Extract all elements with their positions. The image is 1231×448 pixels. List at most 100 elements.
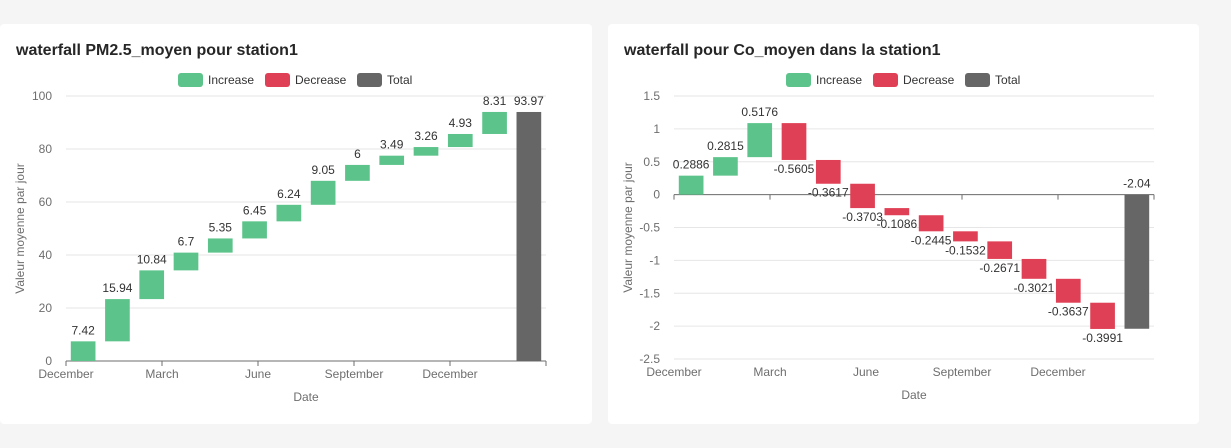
y-tick-label: 0 (653, 188, 660, 202)
x-tick-label: June (853, 365, 879, 379)
data-label: 0.2815 (707, 139, 744, 153)
y-tick-label: 80 (39, 142, 53, 156)
waterfall-chart-pm25: Increase Decrease Total 0 20 40 60 80 100 Decembe… (13, 73, 547, 404)
x-tick-label: September (325, 367, 384, 381)
increase-bar (747, 123, 773, 158)
data-label: -0.3021 (1014, 281, 1055, 295)
total-data-label: -2.04 (1123, 177, 1151, 191)
y-tick-label: 0.5 (643, 155, 660, 169)
total-bar (516, 111, 542, 362)
increase-bar (276, 204, 302, 222)
increase-bar (678, 175, 704, 195)
data-label: 15.94 (102, 281, 132, 295)
data-label: 6.24 (277, 187, 301, 201)
legend-swatch-decrease (265, 73, 290, 87)
increase-bar (713, 157, 738, 176)
data-label: -0.2445 (911, 233, 952, 247)
legend-label-increase: Increase (208, 73, 254, 87)
increase-bar (482, 111, 507, 134)
x-tick-label: December (646, 365, 701, 379)
increase-bar (207, 238, 233, 253)
y-tick-label: -2.5 (639, 352, 660, 366)
data-label: -0.3991 (1082, 331, 1123, 345)
data-label: -0.3637 (1048, 305, 1089, 319)
legend-swatch-increase (178, 73, 203, 87)
data-label: -0.1086 (877, 217, 918, 231)
y-tick-label: 40 (39, 248, 53, 262)
x-tick-label: December (422, 367, 477, 381)
chart-title: waterfall PM2.5_moyen pour station1 (16, 42, 298, 59)
increase-bar (173, 252, 199, 271)
x-axis-title: Date (293, 390, 319, 404)
y-axis-title: Valeur moyenne par jour (13, 163, 27, 294)
data-label: -0.3617 (808, 186, 849, 200)
legend-swatch-total (965, 73, 990, 87)
data-label: 5.35 (209, 220, 233, 234)
legend-label-increase: Increase (816, 73, 862, 87)
data-label: 4.93 (449, 116, 473, 130)
increase-bar (447, 133, 473, 148)
y-tick-label: 20 (39, 301, 53, 315)
chart-title: waterfall pour Co_moyen dans la station1 (624, 42, 941, 59)
decrease-bar (884, 208, 910, 216)
data-label: -0.5605 (774, 162, 815, 176)
legend-label-decrease: Decrease (903, 73, 955, 87)
y-tick-label: 100 (32, 89, 52, 103)
increase-bar (70, 341, 96, 361)
data-label: -0.3703 (842, 210, 883, 224)
y-tick-label: -0.5 (639, 221, 660, 235)
y-tick-label: 0 (45, 354, 52, 368)
x-tick-label: March (145, 367, 178, 381)
y-tick-label: -1 (649, 253, 660, 267)
increase-bar (379, 155, 405, 165)
legend-swatch-increase (786, 73, 811, 87)
y-tick-label: -2 (649, 319, 660, 333)
data-label: 0.5176 (741, 105, 778, 119)
y-tick-label: 1 (653, 122, 660, 136)
y-tick-label: -1.5 (639, 286, 660, 300)
data-label: 10.84 (137, 252, 167, 266)
decrease-bar (1090, 302, 1115, 329)
y-axis-title: Valeur moyenne par jour (621, 162, 635, 293)
data-label: 6.7 (178, 235, 195, 249)
x-tick-label: June (245, 367, 271, 381)
decrease-bar (987, 241, 1013, 259)
x-tick-label: March (753, 365, 786, 379)
decrease-bar (850, 183, 875, 209)
increase-bar (139, 270, 165, 300)
decrease-bar (781, 123, 807, 160)
decrease-bar (953, 231, 978, 242)
data-label: 7.42 (71, 323, 95, 337)
data-label: -0.1532 (945, 243, 986, 257)
increase-bar (413, 147, 439, 156)
data-label: 8.31 (483, 94, 507, 108)
chart-card-pm25: waterfall PM2.5_moyen pour station1 Incr… (0, 24, 592, 424)
data-label: 6.45 (243, 203, 267, 217)
data-label: 9.05 (311, 163, 335, 177)
decrease-bar (918, 215, 944, 232)
increase-bar (310, 180, 336, 205)
legend-label-total: Total (387, 73, 412, 87)
legend-swatch-decrease (873, 73, 898, 87)
legend-label-total: Total (995, 73, 1020, 87)
x-tick-label: September (933, 365, 992, 379)
data-label: -0.2671 (979, 261, 1020, 275)
y-tick-label: 1.5 (643, 89, 660, 103)
legend-swatch-total (357, 73, 382, 87)
chart-card-co: waterfall pour Co_moyen dans la station1… (608, 24, 1199, 424)
total-data-label: 93.97 (514, 94, 544, 108)
increase-bar (242, 221, 267, 239)
data-label: 3.49 (380, 138, 404, 152)
x-axis-title: Date (901, 388, 927, 402)
data-label: 3.26 (414, 129, 438, 143)
x-tick-label: December (38, 367, 93, 381)
decrease-bar (1055, 278, 1081, 303)
waterfall-chart-co: Increase Decrease Total -2.5 -2 -1.5 -1 -0.5 0 0.… (621, 73, 1155, 402)
x-tick-label: December (1030, 365, 1085, 379)
increase-bar (105, 299, 130, 342)
y-tick-label: 60 (39, 195, 53, 209)
data-label: 0.2886 (673, 158, 710, 172)
decrease-bar (1021, 258, 1047, 279)
data-label: 6 (354, 147, 361, 161)
total-bar (1124, 194, 1150, 329)
